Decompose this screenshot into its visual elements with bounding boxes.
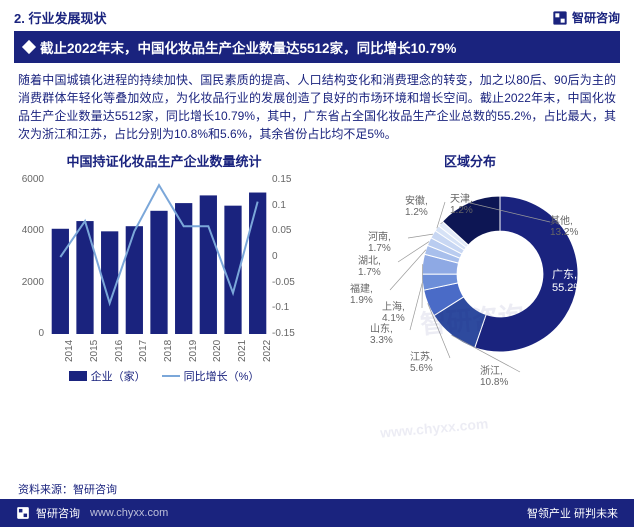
title-bar: 截止2022年末，中国化妆品生产企业数量达5512家，同比增长10.79% [14, 31, 620, 63]
title-text: 截止2022年末，中国化妆品生产企业数量达5512家，同比增长10.79% [40, 37, 456, 57]
watermark-url: www.chyxx.com [380, 415, 489, 440]
bar-legend: 企业（家） 同比增长（%） [14, 368, 314, 384]
footer-url: www.chyxx.com [90, 507, 168, 519]
charts-area: 中国持证化妆品生产企业数量统计 0200040006000-0.15-0.1-0… [14, 151, 620, 384]
legend-line: 同比增长（%） [162, 368, 260, 384]
donut-chart: 广东,55.2%浙江,10.8%江苏,5.6%山东,3.3%上海,4.1%福建,… [320, 174, 620, 374]
footer-left: 智研咨询 www.chyxx.com [16, 505, 168, 521]
footer: 智研咨询 www.chyxx.com 智领产业 研判未来 [0, 499, 634, 527]
legend-bar: 企业（家） [69, 368, 146, 384]
bar-chart: 0200040006000-0.15-0.1-0.0500.050.10.152… [14, 174, 304, 364]
section-number: 2. [14, 11, 25, 26]
section-title: 行业发展现状 [28, 11, 106, 26]
brand-icon [552, 10, 568, 26]
section-label: 2. 行业发展现状 [14, 8, 106, 27]
footer-icon [16, 506, 30, 520]
body-paragraph: 随着中国城镇化进程的持续加快、国民素质的提高、人口结构变化和消费理念的转变，加之… [18, 71, 616, 143]
brand-name: 智研咨询 [572, 9, 620, 26]
footer-slogan: 智领产业 研判未来 [527, 505, 618, 521]
donut-chart-title: 区域分布 [320, 151, 620, 170]
footer-brand: 智研咨询 [36, 505, 80, 521]
diamond-icon [22, 40, 36, 54]
bar-chart-panel: 中国持证化妆品生产企业数量统计 0200040006000-0.15-0.1-0… [14, 151, 314, 384]
page-header: 2. 行业发展现状 智研咨询 [0, 0, 634, 31]
brand-top: 智研咨询 [552, 9, 620, 26]
source-text: 资料来源：智研咨询 [18, 481, 117, 497]
donut-chart-panel: 区域分布 广东,55.2%浙江,10.8%江苏,5.6%山东,3.3%上海,4.… [320, 151, 620, 384]
bar-chart-title: 中国持证化妆品生产企业数量统计 [14, 151, 314, 170]
